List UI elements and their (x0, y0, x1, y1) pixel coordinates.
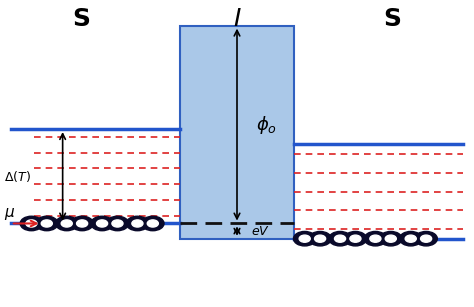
Circle shape (315, 235, 326, 242)
Text: S: S (383, 7, 401, 32)
Circle shape (55, 216, 78, 231)
Circle shape (77, 220, 88, 227)
Circle shape (132, 220, 143, 227)
Circle shape (385, 235, 396, 242)
Circle shape (36, 216, 58, 231)
Circle shape (293, 231, 316, 246)
Circle shape (344, 231, 367, 246)
Circle shape (405, 235, 416, 242)
Circle shape (400, 231, 422, 246)
Text: S: S (73, 7, 91, 32)
Circle shape (112, 220, 123, 227)
Circle shape (71, 216, 93, 231)
Circle shape (20, 216, 43, 231)
Circle shape (380, 231, 402, 246)
Circle shape (309, 231, 331, 246)
Circle shape (350, 235, 361, 242)
Text: $eV$: $eV$ (251, 225, 270, 238)
Text: $I$: $I$ (233, 7, 241, 32)
Circle shape (299, 235, 310, 242)
Circle shape (91, 216, 113, 231)
Circle shape (142, 216, 164, 231)
Circle shape (147, 220, 158, 227)
Circle shape (61, 220, 72, 227)
Circle shape (97, 220, 108, 227)
Circle shape (415, 231, 438, 246)
Circle shape (420, 235, 432, 242)
Circle shape (26, 220, 37, 227)
Bar (181, 26, 293, 239)
Text: $\phi_o$: $\phi_o$ (256, 114, 277, 136)
Circle shape (106, 216, 128, 231)
Text: $\Delta(T)$: $\Delta(T)$ (4, 169, 31, 184)
Circle shape (370, 235, 381, 242)
Circle shape (329, 231, 351, 246)
Text: $\mu$: $\mu$ (4, 206, 15, 222)
Circle shape (126, 216, 149, 231)
Circle shape (364, 231, 387, 246)
Circle shape (41, 220, 52, 227)
Circle shape (335, 235, 346, 242)
